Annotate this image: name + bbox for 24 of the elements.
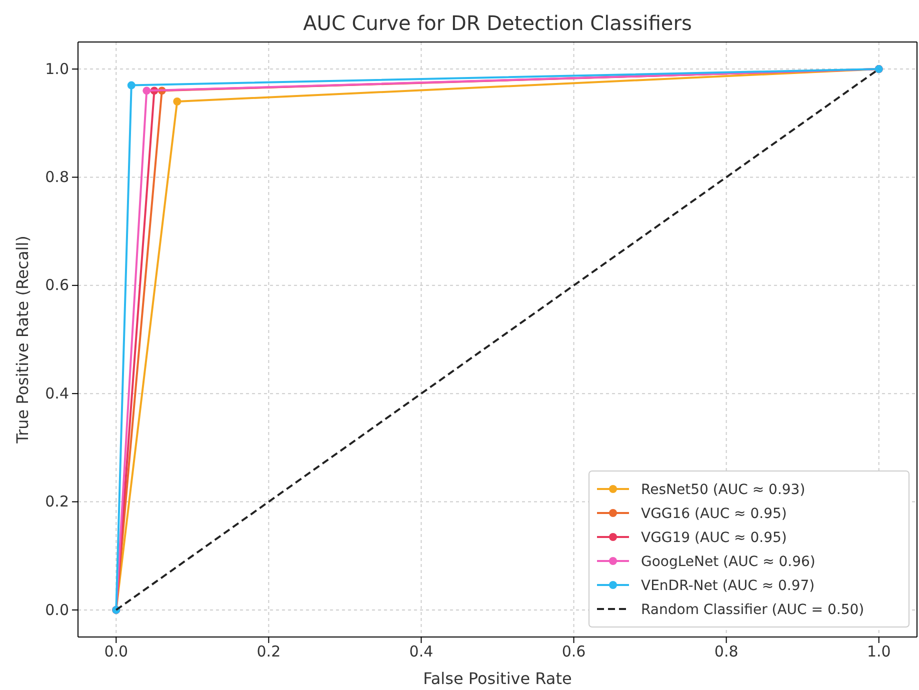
point xyxy=(142,86,151,95)
y-tick-label: 0.0 xyxy=(45,600,69,619)
chart-title: AUC Curve for DR Detection Classifiers xyxy=(303,11,692,35)
point xyxy=(127,81,136,90)
legend-label: VEnDR-Net (AUC ≈ 0.97) xyxy=(641,578,815,594)
x-tick-label: 0.8 xyxy=(714,642,738,661)
legend-label: GoogLeNet (AUC ≈ 0.96) xyxy=(641,554,816,570)
x-axis-title: False Positive Rate xyxy=(423,669,572,688)
y-tick-label: 0.2 xyxy=(45,492,69,511)
x-tick-label: 1.0 xyxy=(866,642,891,661)
y-tick-label: 0.4 xyxy=(45,384,69,402)
legend-label: VGG19 (AUC ≈ 0.95) xyxy=(641,530,787,546)
legend-label: ResNet50 (AUC ≈ 0.93) xyxy=(641,482,806,498)
legend-label: VGG16 (AUC ≈ 0.95) xyxy=(641,506,787,522)
x-tick-label: 0.4 xyxy=(409,642,434,661)
y-tick-label: 0.6 xyxy=(45,276,69,294)
y-axis-title: True Positive Rate (Recall) xyxy=(13,236,32,444)
x-tick-label: 0.2 xyxy=(256,642,281,661)
x-tick-label: 0.6 xyxy=(562,642,586,661)
y-tick-label: 1.0 xyxy=(45,60,69,78)
legend-label: Random Classifier (AUC = 0.50) xyxy=(641,602,864,618)
x-tick-label: 0.0 xyxy=(104,642,128,661)
y-tick-label: 0.8 xyxy=(45,168,69,186)
point xyxy=(173,98,182,106)
